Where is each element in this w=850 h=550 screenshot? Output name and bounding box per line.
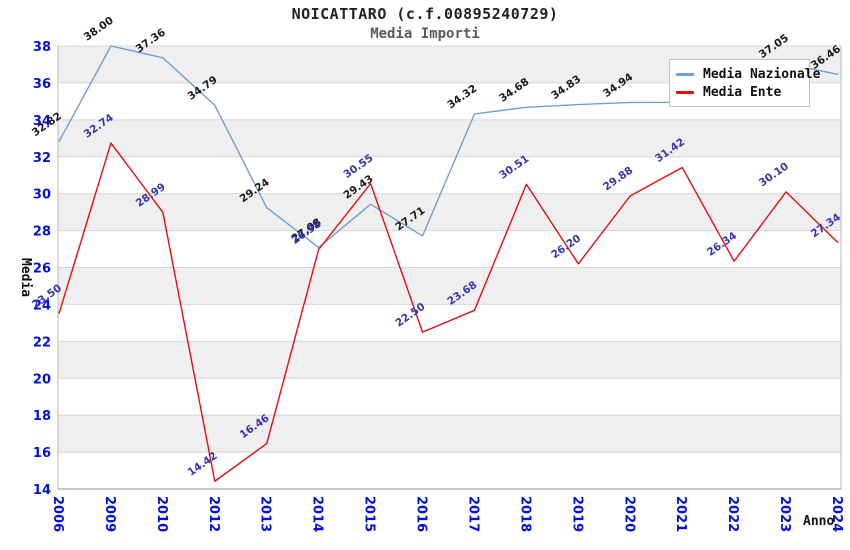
x-tick-label: 2010 <box>154 496 169 532</box>
plot-band <box>58 341 841 379</box>
y-tick-label: 36 <box>33 77 51 92</box>
legend-label-media-ente: Media Ente <box>703 85 782 101</box>
y-tick-label: 28 <box>33 225 51 240</box>
y-tick-label: 14 <box>33 483 51 498</box>
plot-band <box>58 119 841 157</box>
x-tick-label: 2021 <box>673 496 688 532</box>
plot-band <box>58 415 841 453</box>
x-tick-label: 2014 <box>310 496 325 532</box>
plot-band <box>58 193 841 231</box>
data-label: 38.00 <box>82 15 116 44</box>
legend-item-media-nazionale: Media Nazionale <box>676 65 820 84</box>
plot-band <box>58 378 841 416</box>
plot-band <box>58 156 841 194</box>
plot-band <box>58 452 841 489</box>
plot-band <box>58 230 841 268</box>
legend-swatch-media-ente <box>676 91 694 95</box>
y-tick-label: 20 <box>33 372 51 387</box>
y-tick-label: 34 <box>33 114 51 129</box>
legend: Media Nazionale Media Ente <box>669 59 820 107</box>
chart-title: NOICATTARO (c.f.00895240729) <box>291 5 559 23</box>
x-tick-label: 2009 <box>102 496 117 532</box>
x-tick-label: 2012 <box>206 496 221 532</box>
x-tick-label: 2024 <box>829 496 844 532</box>
x-tick-label: 2006 <box>50 496 65 532</box>
x-tick-label: 2015 <box>362 496 377 532</box>
plot-band <box>58 304 841 342</box>
plot-band <box>58 267 841 305</box>
chart-subtitle: Media Importi <box>370 26 480 42</box>
legend-swatch-media-nazionale <box>676 72 694 76</box>
legend-label-media-nazionale: Media Nazionale <box>703 66 821 82</box>
x-tick-label: 2016 <box>414 496 429 532</box>
series-line-media-ente <box>58 142 839 482</box>
y-tick-label: 24 <box>33 298 51 313</box>
x-tick-label: 2013 <box>258 496 273 532</box>
y-tick-label: 18 <box>33 409 51 424</box>
y-tick-label: 16 <box>33 446 51 461</box>
y-tick-label: 32 <box>33 151 51 166</box>
legend-item-media-ente: Media Ente <box>676 84 803 103</box>
y-tick-label: 26 <box>33 262 51 277</box>
x-axis-title: Anno <box>803 514 835 529</box>
y-tick-label: 38 <box>33 40 51 55</box>
x-tick-label: 2022 <box>725 496 740 532</box>
x-tick-label: 2017 <box>465 496 480 532</box>
y-tick-label: 22 <box>33 335 51 350</box>
x-tick-label: 2020 <box>621 496 636 532</box>
y-tick-label: 30 <box>33 188 51 203</box>
x-tick-label: 2023 <box>777 496 792 532</box>
x-tick-label: 2019 <box>569 496 584 532</box>
y-axis-title: Media <box>18 258 33 298</box>
x-tick-label: 2018 <box>517 496 532 532</box>
